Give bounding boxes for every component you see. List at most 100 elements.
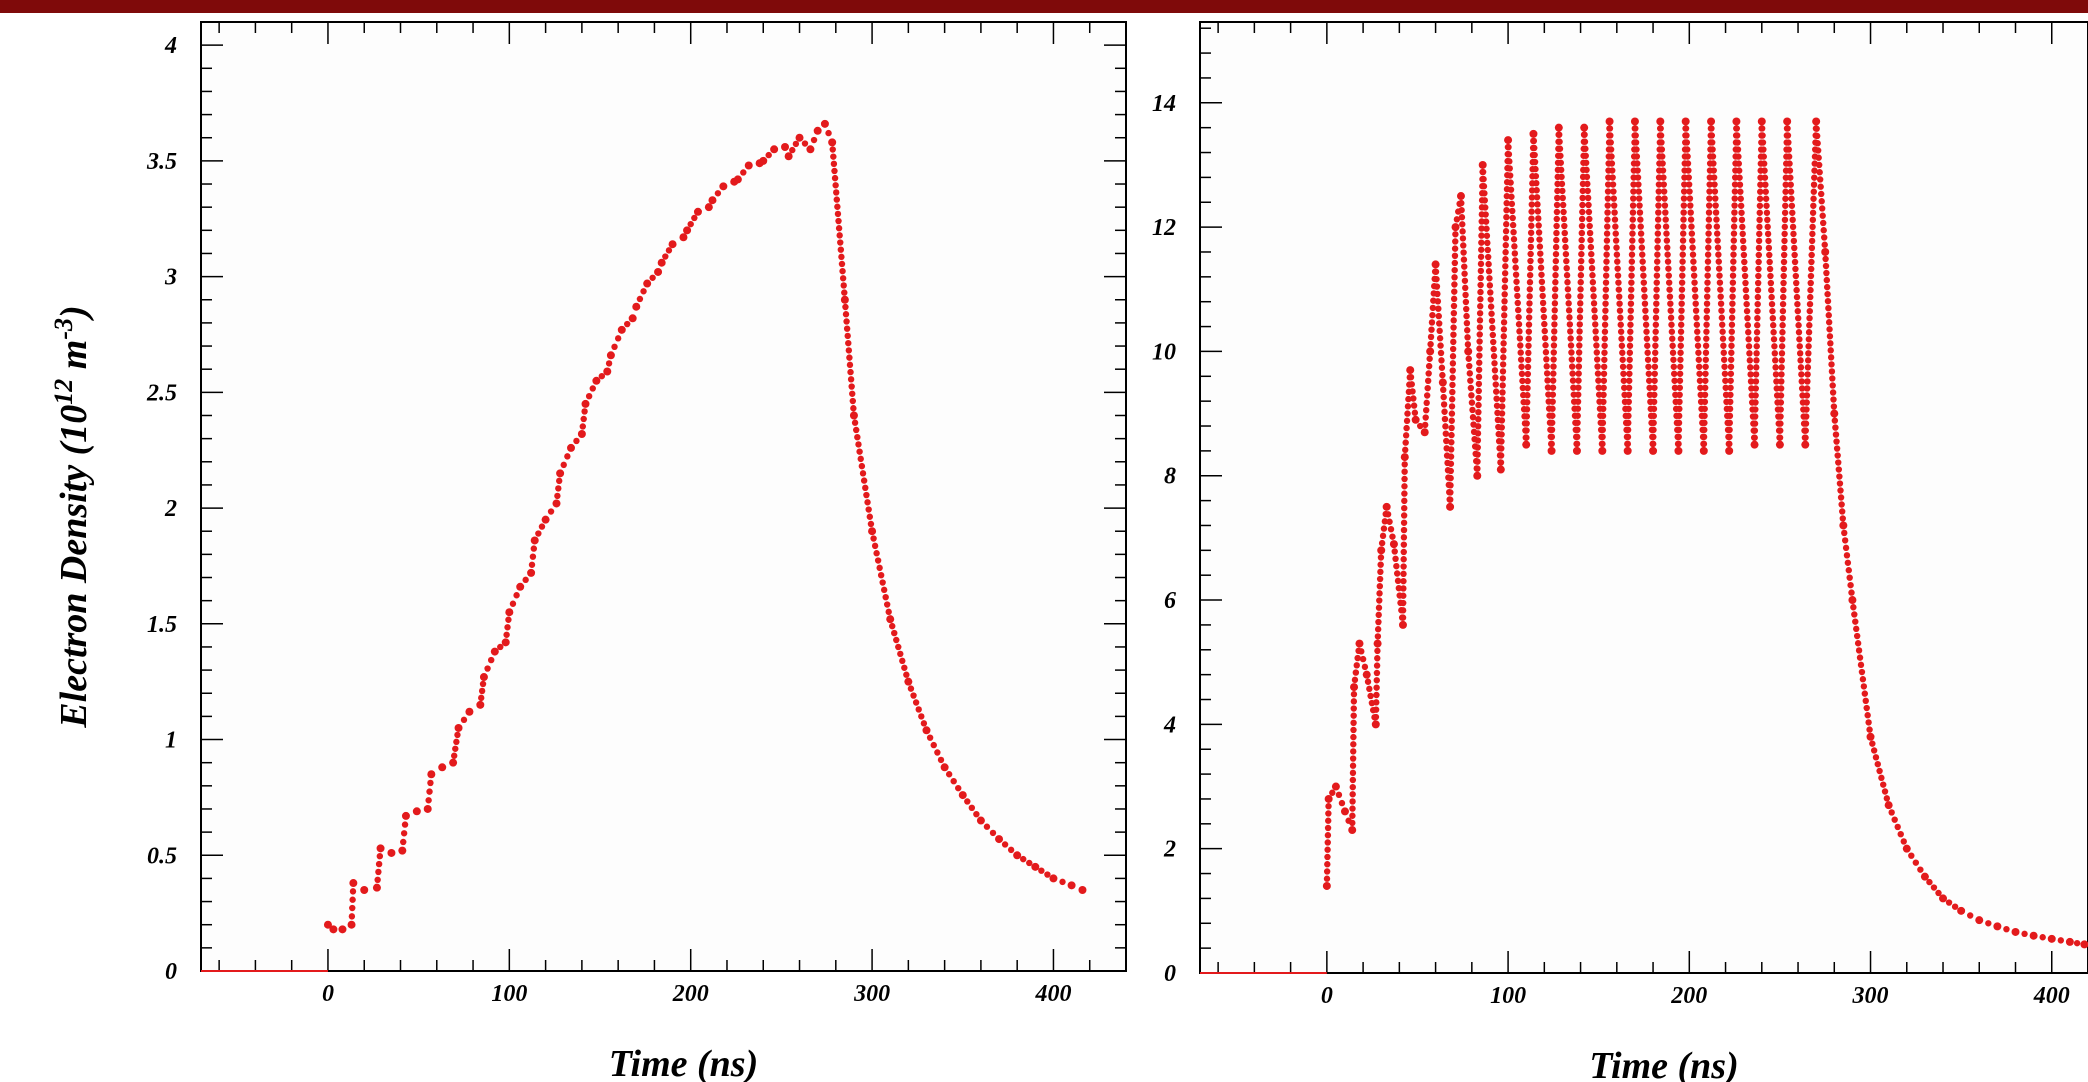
- data-point: [1835, 459, 1842, 466]
- data-point: [1433, 283, 1441, 290]
- data-point: [1766, 265, 1774, 273]
- data-point: [1461, 277, 1469, 284]
- data-point: [1436, 320, 1443, 327]
- data-point: [454, 731, 461, 739]
- data-point: [1583, 166, 1590, 174]
- data-point: [1601, 335, 1608, 342]
- data-point: [1753, 357, 1760, 364]
- data-point: [830, 160, 838, 168]
- data-point: [504, 624, 511, 631]
- data-point: [665, 247, 673, 254]
- data-point: [855, 441, 862, 448]
- data-point: [1524, 392, 1531, 399]
- data-point: [1917, 866, 1924, 873]
- data-point: [374, 876, 381, 884]
- data-point: [1468, 392, 1475, 399]
- data-point: [1665, 265, 1672, 272]
- data-point: [1600, 398, 1607, 406]
- data-point: [611, 343, 618, 351]
- data-point: [2021, 930, 2028, 938]
- data-point: [1324, 861, 1331, 868]
- data-point: [922, 726, 931, 735]
- data-point: [1382, 502, 1391, 511]
- data-point: [556, 469, 565, 478]
- data-point: [1687, 202, 1694, 209]
- data-point: [1705, 216, 1713, 223]
- data-point: [1708, 132, 1716, 139]
- data-point: [603, 367, 612, 376]
- data-point: [1600, 384, 1607, 391]
- x-tick-label: 100: [1490, 983, 1526, 1009]
- data-point: [1582, 152, 1589, 159]
- data-point: [1763, 202, 1770, 209]
- data-point: [1827, 347, 1834, 354]
- data-point: [1561, 236, 1569, 244]
- data-point: [1701, 426, 1708, 434]
- data-point: [1608, 153, 1615, 160]
- data-point: [1628, 258, 1636, 265]
- data-point: [1639, 265, 1647, 272]
- data-point: [1722, 384, 1729, 391]
- data-point: [1735, 153, 1742, 160]
- data-point: [1443, 437, 1450, 445]
- data-point: [1726, 440, 1733, 448]
- data-point: [1676, 405, 1683, 413]
- data-point: [1476, 352, 1483, 359]
- data-point: [1740, 251, 1748, 259]
- data-point: [874, 557, 882, 564]
- data-point: [1373, 684, 1380, 691]
- data-point: [1734, 139, 1741, 146]
- data-point: [1558, 173, 1565, 181]
- data-point: [1525, 314, 1533, 321]
- data-point: [1493, 402, 1501, 409]
- data-point: [1490, 345, 1497, 353]
- data-point: [1513, 285, 1521, 293]
- data-point: [1624, 440, 1632, 448]
- data-point: [1602, 314, 1609, 321]
- data-point: [1400, 592, 1407, 599]
- data-point: [1752, 406, 1759, 413]
- data-point: [1542, 342, 1549, 349]
- data-point: [1595, 377, 1602, 384]
- data-point: [719, 182, 728, 191]
- data-point: [1450, 302, 1458, 310]
- data-point: [868, 527, 877, 536]
- data-point: [1671, 377, 1678, 384]
- data-point: [883, 601, 891, 608]
- data-point: [1551, 300, 1559, 307]
- data-point: [1374, 626, 1382, 633]
- data-point: [1323, 875, 1331, 882]
- data-point: [1757, 117, 1766, 126]
- data-point: [1558, 180, 1566, 188]
- data-point: [1827, 340, 1834, 347]
- data-point: [1779, 329, 1786, 336]
- data-point: [903, 671, 910, 678]
- data-point: [1586, 215, 1593, 223]
- data-point: [1410, 402, 1418, 409]
- data-point: [1378, 539, 1386, 547]
- data-point: [1532, 165, 1539, 173]
- data-point: [1449, 360, 1457, 367]
- data-point: [1475, 373, 1483, 381]
- data-point: [1703, 293, 1711, 300]
- data-point: [1551, 307, 1558, 314]
- data-point: [1649, 446, 1658, 455]
- data-point: [1549, 412, 1556, 419]
- data-point: [1553, 208, 1561, 216]
- data-point: [1422, 414, 1429, 421]
- data-point: [1780, 258, 1788, 266]
- data-point: [1791, 258, 1799, 266]
- data-point: [1584, 180, 1591, 188]
- data-point: [592, 376, 601, 385]
- data-point: [1628, 279, 1635, 286]
- data-point: [1502, 235, 1510, 242]
- data-point: [1465, 355, 1472, 362]
- data-point: [1655, 181, 1663, 188]
- data-point: [1499, 382, 1506, 389]
- data-point: [1742, 279, 1749, 287]
- data-point: [1590, 293, 1597, 300]
- data-point: [1718, 307, 1725, 314]
- data-point: [1728, 321, 1736, 328]
- data-point: [1364, 678, 1372, 685]
- data-point: [1830, 409, 1839, 418]
